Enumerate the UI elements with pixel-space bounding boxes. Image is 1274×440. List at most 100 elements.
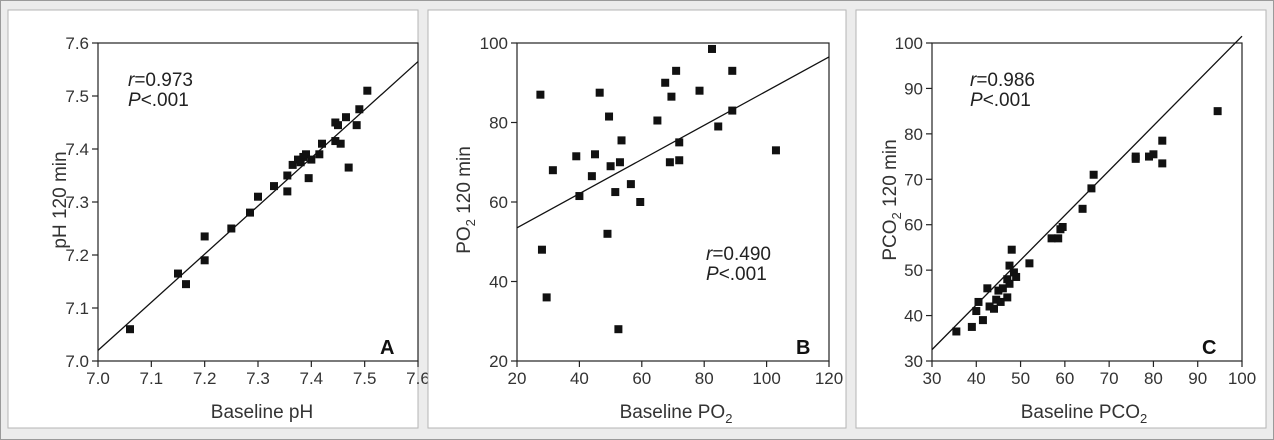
panel-a-data-point xyxy=(227,224,236,233)
panel-a-y-tick-label: 7.3 xyxy=(65,193,89,212)
panel-b-data-point xyxy=(665,158,674,167)
panel-c-y-tick-label: 70 xyxy=(904,170,923,189)
panel-b-data-point xyxy=(575,192,584,201)
panel-a-x-tick-label: 7.6 xyxy=(406,369,430,388)
panel-a-data-point xyxy=(334,121,342,130)
panel-b-data-point xyxy=(603,229,612,238)
panel-b-y-axis-label: PO2 120 min xyxy=(454,146,478,254)
panel-a-data-point xyxy=(200,232,209,241)
panel-c-data-point xyxy=(1145,152,1153,161)
panel-a-data-point xyxy=(302,150,310,159)
panel-a-r-annotation: r=0.973 xyxy=(128,70,193,91)
panel-c-x-tick-label: 90 xyxy=(1188,369,1207,388)
panel-c-data-point xyxy=(1158,159,1167,168)
panel-b-data-point xyxy=(675,156,684,165)
panel-b-data-point xyxy=(615,158,624,167)
panel-b-data-point xyxy=(708,44,716,53)
panel-c-y-tick-label: 90 xyxy=(904,79,923,98)
panel-c-data-point xyxy=(994,286,1003,295)
panel-a-data-point xyxy=(126,325,134,334)
panel-c-data-point xyxy=(1158,136,1167,145)
panel-a-x-tick-label: 7.1 xyxy=(140,369,164,388)
panel-a-data-point xyxy=(315,150,324,159)
panel-b-data-point xyxy=(617,136,626,145)
panel-a-x-tick-label: 7.0 xyxy=(86,369,110,388)
panel-b-data-point xyxy=(714,122,723,131)
panel-c-data-point xyxy=(983,284,992,293)
panel-c-data-point xyxy=(1213,107,1222,116)
panel-c-x-tick-label: 70 xyxy=(1100,369,1119,388)
panel-b-y-tick-label: 80 xyxy=(489,114,508,133)
panel-a-data-point xyxy=(336,139,345,148)
panel-c-data-point xyxy=(1131,154,1140,163)
panel-b-card xyxy=(427,9,847,429)
panel-b-data-point xyxy=(611,188,620,197)
panel-b-data-point xyxy=(728,66,737,75)
panel-c-x-tick-label: 100 xyxy=(1228,369,1256,388)
panel-a-data-point xyxy=(270,182,278,191)
panel-c-x-tick-label: 50 xyxy=(1011,369,1030,388)
panel-b-data-point xyxy=(587,172,596,181)
panel-b-data-point xyxy=(542,293,551,302)
panel-c-data-point xyxy=(1003,275,1012,284)
panel-a-data-point xyxy=(355,105,364,114)
panel-c-p-annotation: P<.001 xyxy=(970,90,1031,111)
panel-a-data-point xyxy=(288,160,297,169)
panel-a-data-point xyxy=(283,171,292,180)
panel-c-data-point xyxy=(992,295,1001,304)
panel-a-data-point xyxy=(246,208,254,217)
panel-b-x-tick-label: 20 xyxy=(508,369,527,388)
panel-a-data-point xyxy=(174,269,182,278)
panel-a-letter: A xyxy=(380,337,394,359)
panel-c-data-point xyxy=(1005,261,1014,270)
panel-b-data-point xyxy=(548,166,557,175)
panel-c-data-point xyxy=(1005,279,1014,288)
panel-a-y-tick-label: 7.4 xyxy=(65,140,89,159)
panel-b-x-tick-label: 120 xyxy=(815,369,843,388)
panel-c-x-tick-label: 40 xyxy=(967,369,986,388)
panel-a-y-tick-label: 7.2 xyxy=(65,246,89,265)
panel-b-data-point xyxy=(695,86,704,95)
panel-a-regression-line xyxy=(97,61,419,351)
panel-b-regression-line xyxy=(516,56,830,229)
panel-a-x-tick-label: 7.5 xyxy=(353,369,377,388)
panel-b-data-point xyxy=(728,106,737,115)
panel-a-x-axis-label: Baseline pH xyxy=(211,402,313,423)
panel-c-letter: C xyxy=(1202,337,1216,359)
panel-b-data-point xyxy=(661,78,670,87)
panel-a-data-point xyxy=(254,192,262,201)
panel-b-data-point xyxy=(572,152,581,161)
panel-a-y-axis-label: pH 120 min xyxy=(50,151,71,248)
panel-a-y-tick-label: 7.6 xyxy=(65,34,89,53)
panel-b-data-point xyxy=(605,112,614,121)
panel-c-data-point xyxy=(1007,245,1016,254)
panel-c-y-tick-label: 60 xyxy=(904,216,923,235)
panel-a-data-point xyxy=(344,163,353,172)
panel-c-y-tick-label: 100 xyxy=(895,34,923,53)
panel-c-data-point xyxy=(978,316,987,325)
panel-b-y-tick-label: 100 xyxy=(480,34,508,53)
panel-b-y-tick-label: 20 xyxy=(489,352,508,371)
panel-c-x-tick-label: 60 xyxy=(1055,369,1074,388)
panel-a: 7.0 7.1 7.2 7.3 7.4 7.5 7.6 7.0 7.1 7.2 7.3 7.4 7.5 7… xyxy=(7,9,430,429)
panel-c-plot: 30 40 50 60 70 80 90 100 30 40 50 60 70 80 90 100 xyxy=(895,34,1257,388)
panel-c-data-point xyxy=(1058,222,1067,231)
panel-b-plot: 20 40 60 80 100 120 20 40 60 80 100 xyxy=(480,34,844,388)
panel-c-y-tick-label: 40 xyxy=(904,307,923,326)
panel-c-y-axis-label: PCO2 120 min xyxy=(880,139,904,260)
panel-a-data-point xyxy=(304,174,313,183)
panel-c-y-tick-label: 30 xyxy=(904,352,923,371)
panel-a-y-tick-label: 7.0 xyxy=(65,352,89,371)
panel-b-data-point xyxy=(537,245,546,254)
panel-a-data-point xyxy=(352,121,361,130)
panel-a-x-tick-label: 7.3 xyxy=(246,369,270,388)
panel-b-data-point xyxy=(636,198,645,206)
panel-a-data-point xyxy=(342,113,350,122)
panel-c-y-tick-label: 80 xyxy=(904,125,923,144)
panel-b-data-point xyxy=(614,325,623,334)
panel-c-regression-line xyxy=(931,35,1243,351)
panel-a-y-tick-label: 7.5 xyxy=(65,87,89,106)
panel-b-x-tick-label: 40 xyxy=(570,369,589,388)
panel-b-data-point xyxy=(672,66,681,75)
